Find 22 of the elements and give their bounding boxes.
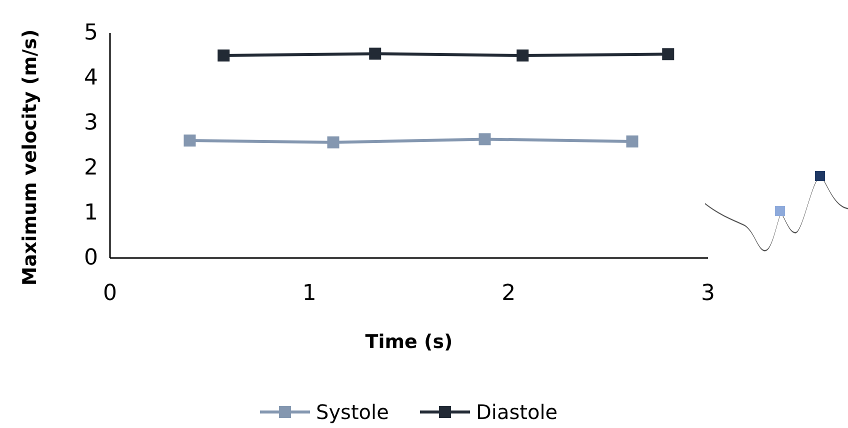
- y-tick-label: 1: [84, 200, 98, 226]
- y-tick-label: 2: [84, 156, 98, 180]
- point: [626, 135, 638, 148]
- x-axis-title: Time (s): [365, 331, 453, 353]
- point: [516, 50, 529, 62]
- x-tick-label: 0: [103, 281, 117, 306]
- x-tick-label: 1: [302, 281, 316, 306]
- point: [218, 50, 230, 62]
- point: [369, 48, 382, 60]
- point: [184, 134, 196, 147]
- y-tick-label: 4: [84, 66, 98, 90]
- point: [327, 136, 340, 148]
- y-tick-label: 5: [84, 20, 98, 46]
- x-tick-label: 2: [502, 281, 516, 306]
- legend-label: Systole: [316, 400, 389, 424]
- y-axis-title: Maximum velocity (m/s): [19, 29, 41, 286]
- point: [662, 48, 674, 60]
- point: [478, 133, 491, 146]
- y-tick-label: 3: [84, 110, 98, 136]
- legend-label: Diastole: [476, 400, 558, 424]
- x-tick-label: 3: [701, 281, 715, 306]
- y-tick-label: 0: [84, 246, 98, 270]
